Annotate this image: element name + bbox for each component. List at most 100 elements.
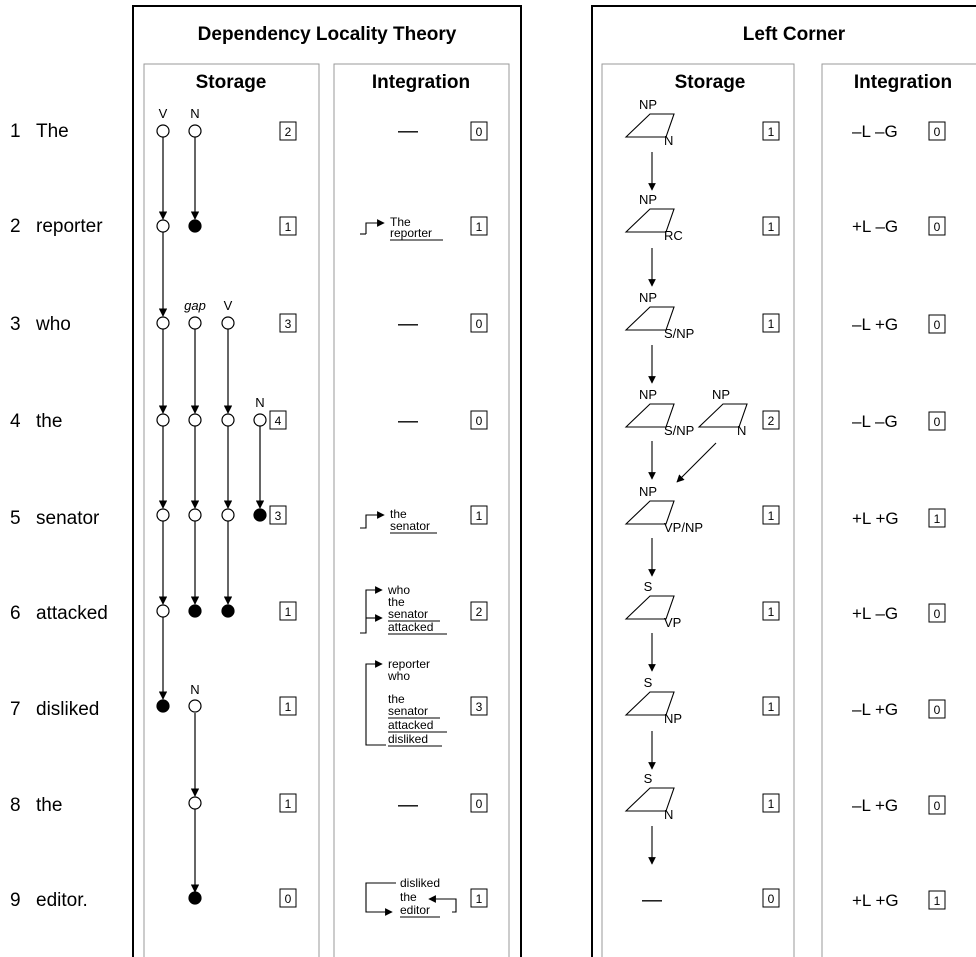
svg-text:2: 2: [768, 414, 775, 428]
tree-triangle: [624, 306, 675, 331]
svg-text:1: 1: [768, 797, 775, 811]
cost-box: 4: [269, 410, 287, 430]
svg-text:4: 4: [275, 414, 282, 428]
integration-row-6: who the senator attacked: [360, 583, 447, 635]
svg-text:1: 1: [768, 220, 775, 234]
svg-text:0: 0: [476, 317, 483, 331]
integration-label: –L +G: [852, 315, 898, 334]
integration-label: +L +G: [852, 509, 899, 528]
integration-row-9: disliked the editor: [365, 876, 457, 918]
integration-label: –L +G: [852, 700, 898, 719]
cost-box: 1: [470, 888, 488, 908]
tree-top-label: NP: [712, 387, 730, 402]
integration-row-5: the senator: [360, 507, 437, 534]
cost-box: 3: [470, 696, 488, 716]
tree-corner-label: VP: [664, 615, 681, 630]
svg-text:disliked: disliked: [400, 876, 440, 890]
svg-text:0: 0: [934, 318, 941, 332]
tree-corner-label: S/NP: [664, 326, 694, 341]
node-label: V: [224, 298, 233, 313]
word: who: [35, 314, 71, 335]
cost-box: 3: [269, 505, 287, 525]
svg-text:senator: senator: [390, 519, 430, 533]
no-integration-dash: —: [398, 120, 418, 142]
cost-box: 0: [928, 411, 946, 431]
svg-text:0: 0: [934, 125, 941, 139]
lc-integration-header: Integration: [854, 72, 952, 93]
word: the: [36, 795, 62, 816]
left-corner-tree-extra: NP N: [697, 387, 748, 438]
dlt-storage-costs: 2 1 3 4 3 1 1 1 0: [269, 121, 297, 908]
svg-text:1: 1: [285, 700, 292, 714]
left-corner-tree: NP RC: [624, 192, 683, 243]
node-label: N: [190, 682, 199, 697]
svg-text:0: 0: [476, 414, 483, 428]
svg-text:0: 0: [934, 799, 941, 813]
svg-text:0: 0: [476, 797, 483, 811]
svg-text:1: 1: [476, 892, 483, 906]
svg-text:1: 1: [476, 220, 483, 234]
word-number: 5: [10, 508, 21, 529]
word-number: 7: [10, 699, 21, 720]
svg-text:1: 1: [768, 125, 775, 139]
lc-integration-box: [821, 63, 976, 957]
svg-text:0: 0: [768, 892, 775, 906]
dlt-storage-graph: [158, 137, 265, 893]
word: reporter: [36, 216, 103, 237]
cost-box: 1: [279, 216, 297, 236]
tree-top-label: NP: [639, 192, 657, 207]
open-node: [156, 124, 170, 138]
svg-text:who: who: [387, 669, 410, 683]
dlt-storage-nodes: [156, 124, 267, 905]
tree-top-label: NP: [639, 290, 657, 305]
filled-node: [188, 604, 202, 618]
no-integration-dash: —: [398, 410, 418, 432]
tree-top-label: NP: [639, 97, 657, 112]
left-corner-tree: NP VP/NP: [624, 484, 703, 535]
svg-text:the: the: [400, 890, 417, 904]
open-node: [188, 124, 202, 138]
tree-triangle: [624, 691, 675, 716]
svg-text:senator: senator: [388, 704, 428, 718]
node-label: V: [159, 106, 168, 121]
derivation-arrow: [676, 442, 717, 483]
open-node: [221, 508, 235, 522]
tree-corner-label: NP: [664, 711, 682, 726]
word-list: 1 The 2 reporter 3 who 4 the 5 senator 6…: [10, 121, 108, 911]
dlt-integration-box: [333, 63, 510, 957]
cost-box: 1: [762, 601, 780, 621]
integration-label: +L –G: [852, 217, 898, 236]
open-node: [156, 219, 170, 233]
lc-storage-box: [601, 63, 795, 957]
cost-box: 0: [928, 699, 946, 719]
lc-storage-costs: 1 1 1 2 1 1 1 1 0: [762, 121, 780, 908]
dlt-storage-box: [143, 63, 320, 957]
cost-box: 1: [928, 890, 946, 910]
cost-box: 1: [470, 216, 488, 236]
word: The: [36, 121, 69, 142]
word: disliked: [36, 699, 99, 720]
dlt-integration-costs: 0 1 0 0 1 2 3 0 1: [470, 121, 488, 908]
integration-label: –L –G: [852, 412, 898, 431]
open-node: [156, 316, 170, 330]
word: editor.: [36, 890, 88, 911]
cost-box: 1: [762, 793, 780, 813]
tree-top-label: S: [644, 771, 653, 786]
svg-text:0: 0: [476, 125, 483, 139]
cost-box: 0: [928, 795, 946, 815]
svg-text:the: the: [388, 692, 405, 706]
left-corner-tree: NP N: [624, 97, 675, 148]
open-node: [156, 508, 170, 522]
open-node: [188, 316, 202, 330]
dlt-panel: [132, 5, 522, 957]
no-storage-dash: —: [642, 889, 662, 911]
svg-text:1: 1: [285, 220, 292, 234]
lc-integration: –L –G 0 +L –G 0 –L +G 0 –L –G 0 +L +G 1 +L –G 0 –L +…: [852, 121, 946, 910]
cost-box: 2: [279, 121, 297, 141]
svg-text:1: 1: [934, 894, 941, 908]
tree-triangle: [624, 595, 675, 620]
tree-triangle: [624, 113, 675, 138]
cost-box: 1: [762, 121, 780, 141]
svg-text:who: who: [387, 583, 410, 597]
